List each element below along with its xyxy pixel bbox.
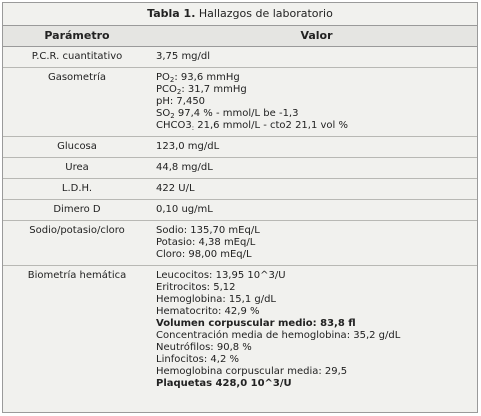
row-value: Cloro: 98,00 mEq/L [156, 249, 252, 260]
row-value: 44,8 mg/dL [156, 162, 213, 173]
table-row: Dimero D 0,10 ug/mL [3, 199, 477, 220]
table-row: Gasometría PO2: 93,6 mmHg PCO2: 31,7 mmH… [3, 67, 477, 136]
table-row: Biometría hemática Leucocitos: 13,95 10^… [3, 265, 477, 394]
formula-subscript: 2 [176, 88, 182, 96]
lab-results-table: Tabla 1. Hallazgos de laboratorio Paráme… [2, 2, 478, 413]
row-value: PCO2: 31,7 mmHg [156, 84, 247, 96]
formula-subscript: 2 [170, 112, 175, 120]
table-row: Urea 44,8 mg/dL [3, 157, 477, 178]
row-param: L.D.H. [61, 183, 93, 194]
row-value: 0,10 ug/mL [156, 204, 213, 215]
table-row: P.C.R. cuantitativo 3,75 mg/dl [3, 47, 477, 67]
row-value: SO2 97,4 % - mmol/L be -1,3 [156, 108, 299, 120]
row-value: Linfocitos: 4,2 % [156, 354, 239, 365]
table-title-text: Hallazgos de laboratorio [195, 7, 333, 20]
row-param: Biometría hemática [27, 270, 127, 281]
row-values: 422 U/L [151, 179, 477, 199]
row-values: 123,0 mg/dL [151, 137, 477, 157]
row-values: 44,8 mg/dL [151, 158, 477, 178]
row-param: Dimero D [53, 204, 101, 215]
row-value: pH: 7,450 [156, 96, 206, 107]
row-param: Urea [65, 162, 89, 173]
row-value: Hematocrito: 42,9 % [156, 306, 260, 317]
row-value: Volumen corpuscular medio: 83,8 fl [156, 318, 356, 329]
row-value: Sodio: 135,70 mEq/L [156, 225, 260, 236]
row-value: Eritrocitos: 5,12 [156, 282, 236, 293]
row-param: P.C.R. cuantitativo [31, 51, 123, 62]
row-param: Sodio/potasio/cloro [29, 225, 125, 236]
column-header-param: Parámetro [44, 29, 110, 42]
row-value: CHCO3: 21,6 mmol/L - cto2 21,1 vol % [156, 120, 349, 132]
row-value: 422 U/L [156, 183, 195, 194]
table-title-prefix: Tabla 1. [147, 7, 196, 20]
table-row: Sodio/potasio/cloro Sodio: 135,70 mEq/L … [3, 220, 477, 265]
row-value: Leucocitos: 13,95 10^3/U [156, 270, 286, 281]
row-value: Hemoglobina corpuscular media: 29,5 [156, 366, 348, 377]
row-value: Concentración media de hemoglobina: 35,2… [156, 330, 401, 341]
row-value: Neutrófilos: 90,8 % [156, 342, 252, 353]
row-value: 3,75 mg/dl [156, 51, 211, 62]
table-row: Glucosa 123,0 mg/dL [3, 136, 477, 157]
formula-subscript: 2 [169, 76, 175, 84]
row-value: PO2: 93,6 mmHg [156, 72, 240, 84]
row-values: PO2: 93,6 mmHg PCO2: 31,7 mmHg pH: 7,450… [151, 68, 477, 136]
formula-subscript: : [191, 124, 195, 132]
row-value: 123,0 mg/dL [156, 141, 220, 152]
row-value: Potasio: 4,38 mEq/L [156, 237, 256, 248]
row-values: 3,75 mg/dl [151, 47, 477, 67]
row-values: Leucocitos: 13,95 10^3/U Eritrocitos: 5,… [151, 266, 477, 394]
table-header: Parámetro Valor [3, 26, 477, 47]
row-values: Sodio: 135,70 mEq/L Potasio: 4,38 mEq/L … [151, 221, 477, 265]
row-param: Gasometría [47, 72, 107, 83]
row-value: Hemoglobina: 15,1 g/dL [156, 294, 276, 305]
column-header-value: Valor [300, 29, 333, 42]
table-title: Tabla 1. Hallazgos de laboratorio [3, 3, 477, 26]
row-values: 0,10 ug/mL [151, 200, 477, 220]
row-value: Plaquetas 428,0 10^3/U [156, 378, 292, 389]
table-row: L.D.H. 422 U/L [3, 178, 477, 199]
row-param: Glucosa [57, 141, 97, 152]
